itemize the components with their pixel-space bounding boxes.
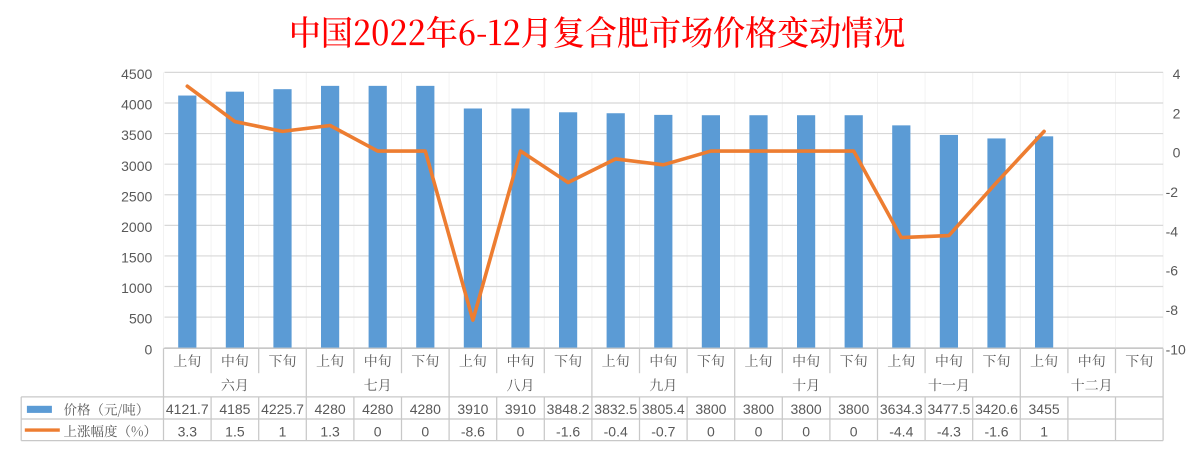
svg-text:-10: -10 bbox=[1166, 341, 1186, 357]
svg-text:-4.3: -4.3 bbox=[937, 423, 961, 439]
svg-text:-8: -8 bbox=[1166, 302, 1179, 318]
svg-text:4185: 4185 bbox=[219, 401, 250, 417]
svg-text:-4.4: -4.4 bbox=[889, 423, 913, 439]
svg-text:1.5: 1.5 bbox=[225, 423, 245, 439]
svg-text:1000: 1000 bbox=[121, 280, 152, 296]
svg-text:4280: 4280 bbox=[315, 401, 346, 417]
svg-text:3500: 3500 bbox=[121, 127, 152, 143]
svg-text:-4: -4 bbox=[1166, 223, 1179, 239]
svg-text:4121.7: 4121.7 bbox=[166, 401, 209, 417]
svg-text:3848.2: 3848.2 bbox=[547, 401, 590, 417]
svg-text:1500: 1500 bbox=[121, 250, 152, 266]
svg-text:3832.5: 3832.5 bbox=[594, 401, 637, 417]
svg-text:-2: -2 bbox=[1166, 184, 1179, 200]
svg-text:1.3: 1.3 bbox=[320, 423, 340, 439]
svg-text:4000: 4000 bbox=[121, 97, 152, 113]
svg-text:0: 0 bbox=[850, 423, 858, 439]
svg-text:4500: 4500 bbox=[121, 66, 152, 82]
svg-text:2000: 2000 bbox=[121, 219, 152, 235]
svg-text:3000: 3000 bbox=[121, 158, 152, 174]
svg-text:4: 4 bbox=[1173, 66, 1181, 82]
svg-text:1: 1 bbox=[279, 423, 287, 439]
svg-text:0: 0 bbox=[755, 423, 763, 439]
svg-text:4280: 4280 bbox=[410, 401, 441, 417]
svg-text:3455: 3455 bbox=[1029, 401, 1060, 417]
svg-text:-0.4: -0.4 bbox=[604, 423, 628, 439]
svg-text:3800: 3800 bbox=[743, 401, 774, 417]
svg-text:3477.5: 3477.5 bbox=[927, 401, 970, 417]
svg-text:4225.7: 4225.7 bbox=[261, 401, 304, 417]
svg-text:3800: 3800 bbox=[791, 401, 822, 417]
svg-text:-6: -6 bbox=[1166, 263, 1179, 279]
svg-text:1: 1 bbox=[1040, 423, 1048, 439]
svg-text:0: 0 bbox=[1173, 145, 1181, 161]
svg-text:3910: 3910 bbox=[457, 401, 488, 417]
svg-text:2500: 2500 bbox=[121, 188, 152, 204]
svg-text:3800: 3800 bbox=[695, 401, 726, 417]
svg-text:0: 0 bbox=[374, 423, 382, 439]
svg-text:3420.6: 3420.6 bbox=[975, 401, 1018, 417]
svg-text:3805.4: 3805.4 bbox=[642, 401, 685, 417]
svg-text:2: 2 bbox=[1173, 105, 1181, 121]
svg-text:0: 0 bbox=[517, 423, 525, 439]
svg-text:-8.6: -8.6 bbox=[461, 423, 485, 439]
svg-text:0: 0 bbox=[802, 423, 810, 439]
svg-text:-1.6: -1.6 bbox=[556, 423, 580, 439]
svg-text:0: 0 bbox=[145, 341, 153, 357]
svg-text:0: 0 bbox=[421, 423, 429, 439]
svg-text:3910: 3910 bbox=[505, 401, 536, 417]
svg-text:-0.7: -0.7 bbox=[651, 423, 675, 439]
svg-text:3800: 3800 bbox=[838, 401, 869, 417]
svg-text:0: 0 bbox=[707, 423, 715, 439]
svg-text:-1.6: -1.6 bbox=[984, 423, 1008, 439]
svg-text:3.3: 3.3 bbox=[178, 423, 198, 439]
svg-text:4280: 4280 bbox=[362, 401, 393, 417]
svg-text:500: 500 bbox=[129, 311, 153, 327]
svg-text:3634.3: 3634.3 bbox=[880, 401, 923, 417]
